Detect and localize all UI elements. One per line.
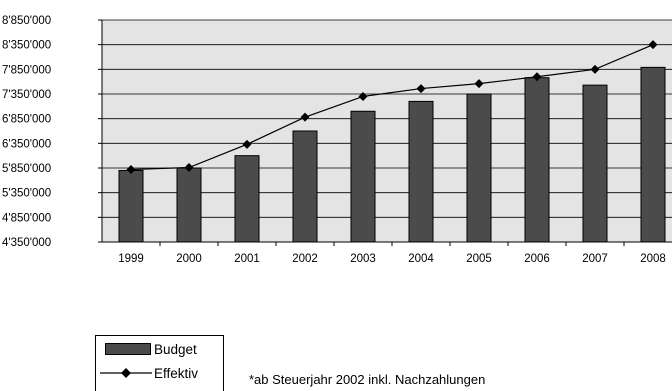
y-tick-label: 6'850'000: [2, 114, 51, 126]
x-tick-label: 2008: [640, 253, 666, 265]
budget-bar: [176, 167, 202, 243]
y-tick-label: 4'350'000: [2, 237, 51, 249]
x-tick-label: 2000: [176, 253, 202, 265]
y-tick-label: 7'350'000: [2, 89, 51, 101]
budget-bar: [118, 169, 144, 243]
budget-bar: [466, 93, 492, 243]
budget-bar: [582, 84, 608, 243]
budget-swatch: [105, 343, 151, 355]
effektiv-point: [300, 112, 310, 122]
legend-label-budget: Budget: [154, 341, 197, 357]
y-tick-label: 7'850'000: [2, 64, 51, 76]
y-tick-label: 5'850'000: [2, 163, 51, 175]
y-tick-label: 4'850'000: [2, 212, 51, 224]
budget-bar: [292, 130, 318, 243]
x-tick-label: 2007: [582, 253, 608, 265]
x-tick-label: 2005: [466, 253, 492, 265]
legend: Budget Effektiv: [95, 335, 224, 391]
footnote: *ab Steuerjahr 2002 inkl. Nachzahlungen: [249, 372, 486, 387]
x-tick-label: 2006: [524, 253, 550, 265]
budget-bar: [408, 100, 434, 243]
effektiv-point: [532, 72, 542, 82]
x-tick-label: 2002: [292, 253, 318, 265]
x-tick-label: 1999: [118, 253, 144, 265]
y-tick-label: 6'350'000: [2, 138, 51, 150]
budget-bar: [640, 66, 666, 243]
budget-bar: [524, 77, 550, 243]
chart: 4'350'000 4'850'000 5'350'000 5'850'000 6'35…: [2, 15, 672, 265]
y-tick-label: 8'350'000: [2, 40, 51, 52]
legend-item-effektiv: Effektiv: [96, 363, 198, 383]
effektiv-point: [474, 79, 484, 89]
budget-bar: [234, 155, 260, 243]
x-tick-label: 2003: [350, 253, 376, 265]
effektiv-point: [648, 40, 658, 50]
legend-item-budget: Budget: [96, 339, 197, 359]
budget-bar: [350, 110, 376, 243]
bars: [118, 66, 666, 243]
effektiv-point: [242, 139, 252, 149]
legend-label-effektiv: Effektiv: [154, 365, 199, 381]
y-tick-label: 5'350'000: [2, 188, 51, 200]
x-axis: 1999 2000 2001 2002 2003 2004 2005 2006 2007 2008: [102, 241, 672, 265]
effektiv-point: [358, 91, 368, 101]
effektiv-point: [184, 163, 194, 173]
x-tick-label: 2001: [234, 253, 260, 265]
effektiv-point: [590, 64, 600, 74]
effektiv-swatch: [100, 368, 152, 378]
y-tick-label: 8'850'000: [2, 15, 51, 27]
effektiv-point: [416, 84, 426, 94]
effektiv-line: [130, 44, 654, 171]
effektiv-series: [126, 40, 658, 174]
x-tick-label: 2004: [408, 253, 434, 265]
y-axis: 4'350'000 4'850'000 5'350'000 5'850'000 6'35…: [2, 15, 103, 249]
effektiv-point: [126, 164, 136, 174]
